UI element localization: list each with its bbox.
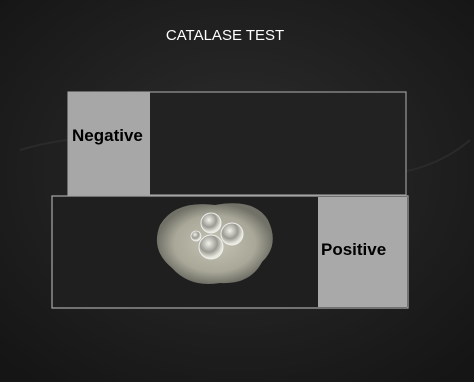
positive-label: Positive bbox=[321, 240, 386, 259]
bubble bbox=[220, 222, 244, 246]
bubble bbox=[200, 212, 222, 234]
negative-label: Negative bbox=[72, 126, 143, 145]
bubble bbox=[198, 234, 224, 260]
frosted-end bbox=[318, 197, 407, 307]
frosted-end bbox=[68, 92, 150, 195]
title: CATALASE TEST bbox=[166, 27, 284, 44]
bubble bbox=[190, 230, 202, 242]
